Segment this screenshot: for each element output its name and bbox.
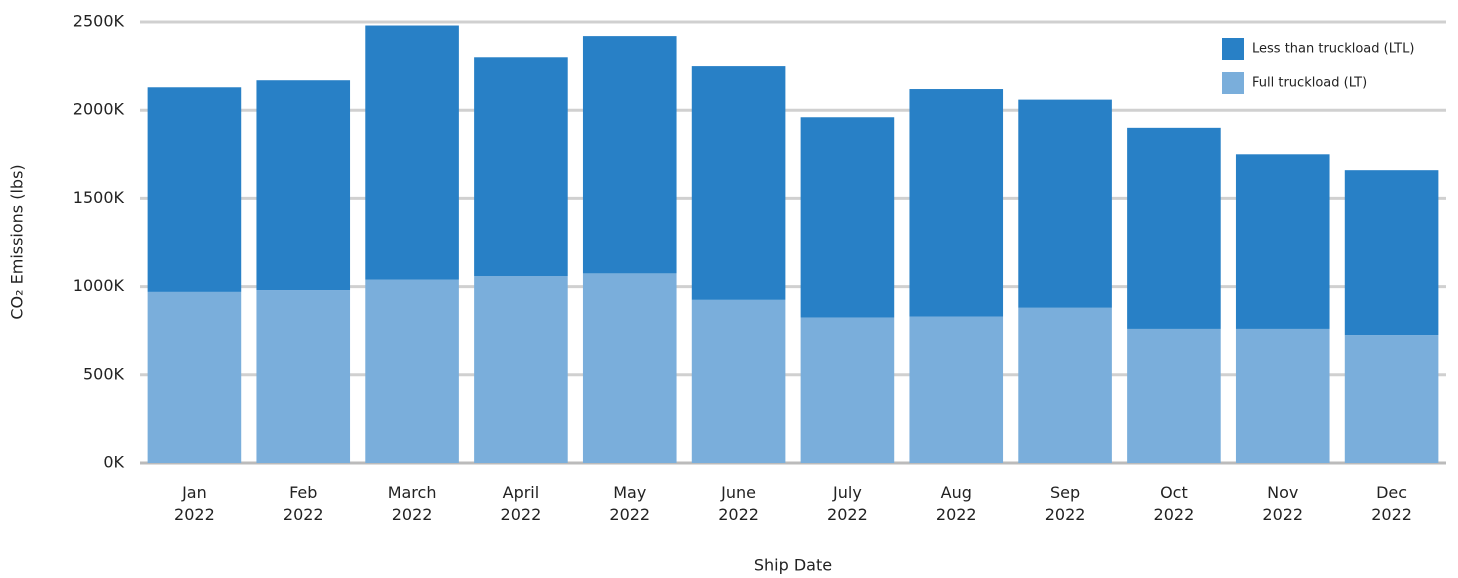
bar-segment (1127, 328, 1221, 463)
x-axis-label: Ship Date (754, 556, 832, 575)
x-tick-label: Sep 2022 (1045, 483, 1086, 524)
bar-segment (691, 299, 786, 463)
bar-segment (800, 317, 895, 463)
bar-segment (1018, 307, 1112, 463)
bar-segment (1235, 328, 1330, 463)
bar-segment (1344, 170, 1439, 336)
legend-swatch (1222, 72, 1244, 94)
x-tick-label: Oct 2022 (1154, 483, 1195, 524)
bar-segment (1127, 127, 1221, 329)
y-tick-label: 1000K (73, 276, 125, 295)
bar-segment (365, 279, 459, 463)
bar-segment (1018, 99, 1112, 308)
x-tick-label: March 2022 (388, 483, 437, 524)
bar-segment (147, 87, 242, 292)
bar-segment (582, 273, 677, 463)
x-tick-label: Jan 2022 (174, 483, 215, 524)
y-tick-label: 500K (83, 364, 125, 383)
bar-segment (147, 291, 242, 463)
x-tick-label: Aug 2022 (936, 483, 977, 524)
x-tick-label: Dec 2022 (1371, 483, 1412, 524)
legend-label: Full truckload (LT) (1252, 76, 1367, 91)
x-tick-label: July 2022 (827, 483, 868, 524)
bar-segment (256, 80, 351, 291)
y-tick-label: 0K (103, 453, 124, 472)
bar-segment (909, 316, 1004, 463)
bar-segment (800, 117, 895, 318)
x-tick-label: Nov 2022 (1262, 483, 1303, 524)
bar-segment (1344, 335, 1439, 463)
bar-segment (474, 276, 568, 463)
x-tick-label: Feb 2022 (283, 483, 324, 524)
legend-label: Less than truckload (LTL) (1252, 42, 1414, 57)
bar-segment (909, 89, 1004, 317)
y-tick-label: 2000K (73, 100, 125, 119)
x-tick-label: June 2022 (718, 483, 759, 524)
y-axis-label: CO₂ Emissions (lbs) (8, 164, 27, 319)
y-tick-label: 2500K (73, 12, 125, 31)
x-tick-label: May 2022 (609, 483, 650, 524)
bar-segment (691, 66, 786, 300)
bar-segment (582, 36, 677, 274)
legend-swatch (1222, 38, 1244, 60)
y-tick-label: 1500K (73, 188, 125, 207)
bar-segment (256, 290, 351, 463)
bar-segment (474, 57, 568, 277)
bar-segment (1235, 154, 1330, 329)
x-tick-label: April 2022 (501, 483, 542, 524)
bar-segment (365, 25, 459, 280)
